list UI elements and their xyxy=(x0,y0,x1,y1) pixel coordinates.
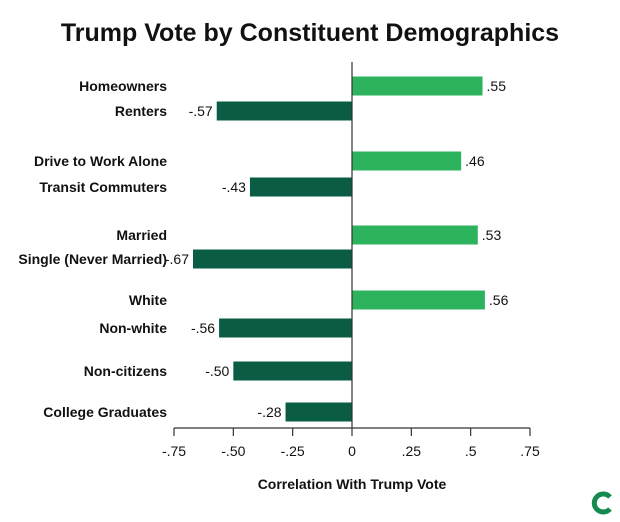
x-tick-label: .5 xyxy=(465,443,477,459)
data-label: -.43 xyxy=(222,179,246,195)
x-tick-label: .75 xyxy=(520,443,540,459)
plot-area: Homeowners .55 Renters -.57 Drive to Work Al… xyxy=(18,62,540,459)
category-label: Renters xyxy=(115,103,167,119)
bar xyxy=(352,151,462,171)
bar xyxy=(352,225,478,245)
x-tick-label: -.50 xyxy=(221,443,245,459)
x-axis-label: Correlation With Trump Vote xyxy=(258,476,447,492)
bar xyxy=(233,361,352,381)
data-label: -.50 xyxy=(205,363,229,379)
bar xyxy=(285,402,352,422)
category-label: Single (Never Married) xyxy=(18,251,167,267)
chart-title: Trump Vote by Constituent Demographics xyxy=(61,19,559,47)
x-tick-label: 0 xyxy=(348,443,356,459)
category-label: Transit Commuters xyxy=(39,179,167,195)
x-tick-label: -.75 xyxy=(162,443,186,459)
data-label: -.67 xyxy=(165,251,189,267)
data-label: .53 xyxy=(482,227,502,243)
data-label: -.56 xyxy=(191,320,215,336)
brand-logo xyxy=(591,491,612,515)
bar xyxy=(249,177,352,197)
bar xyxy=(352,76,483,96)
category-label: Non-citizens xyxy=(84,363,167,379)
data-label: .55 xyxy=(487,78,507,94)
bar xyxy=(219,318,352,338)
category-label: White xyxy=(129,292,167,308)
data-label: -.57 xyxy=(189,103,213,119)
data-label: .56 xyxy=(489,292,509,308)
x-tick-label: .25 xyxy=(402,443,422,459)
category-label: College Graduates xyxy=(43,404,167,420)
x-tick-label: -.25 xyxy=(281,443,305,459)
bar xyxy=(216,101,352,121)
data-label: -.28 xyxy=(257,404,281,420)
logo-arc-icon xyxy=(591,491,612,515)
category-label: Drive to Work Alone xyxy=(34,153,167,169)
category-label: Homeowners xyxy=(79,78,167,94)
data-label: .46 xyxy=(465,153,485,169)
bar xyxy=(352,290,485,310)
category-label: Married xyxy=(116,227,167,243)
category-label: Non-white xyxy=(99,320,167,336)
bar xyxy=(192,249,352,269)
